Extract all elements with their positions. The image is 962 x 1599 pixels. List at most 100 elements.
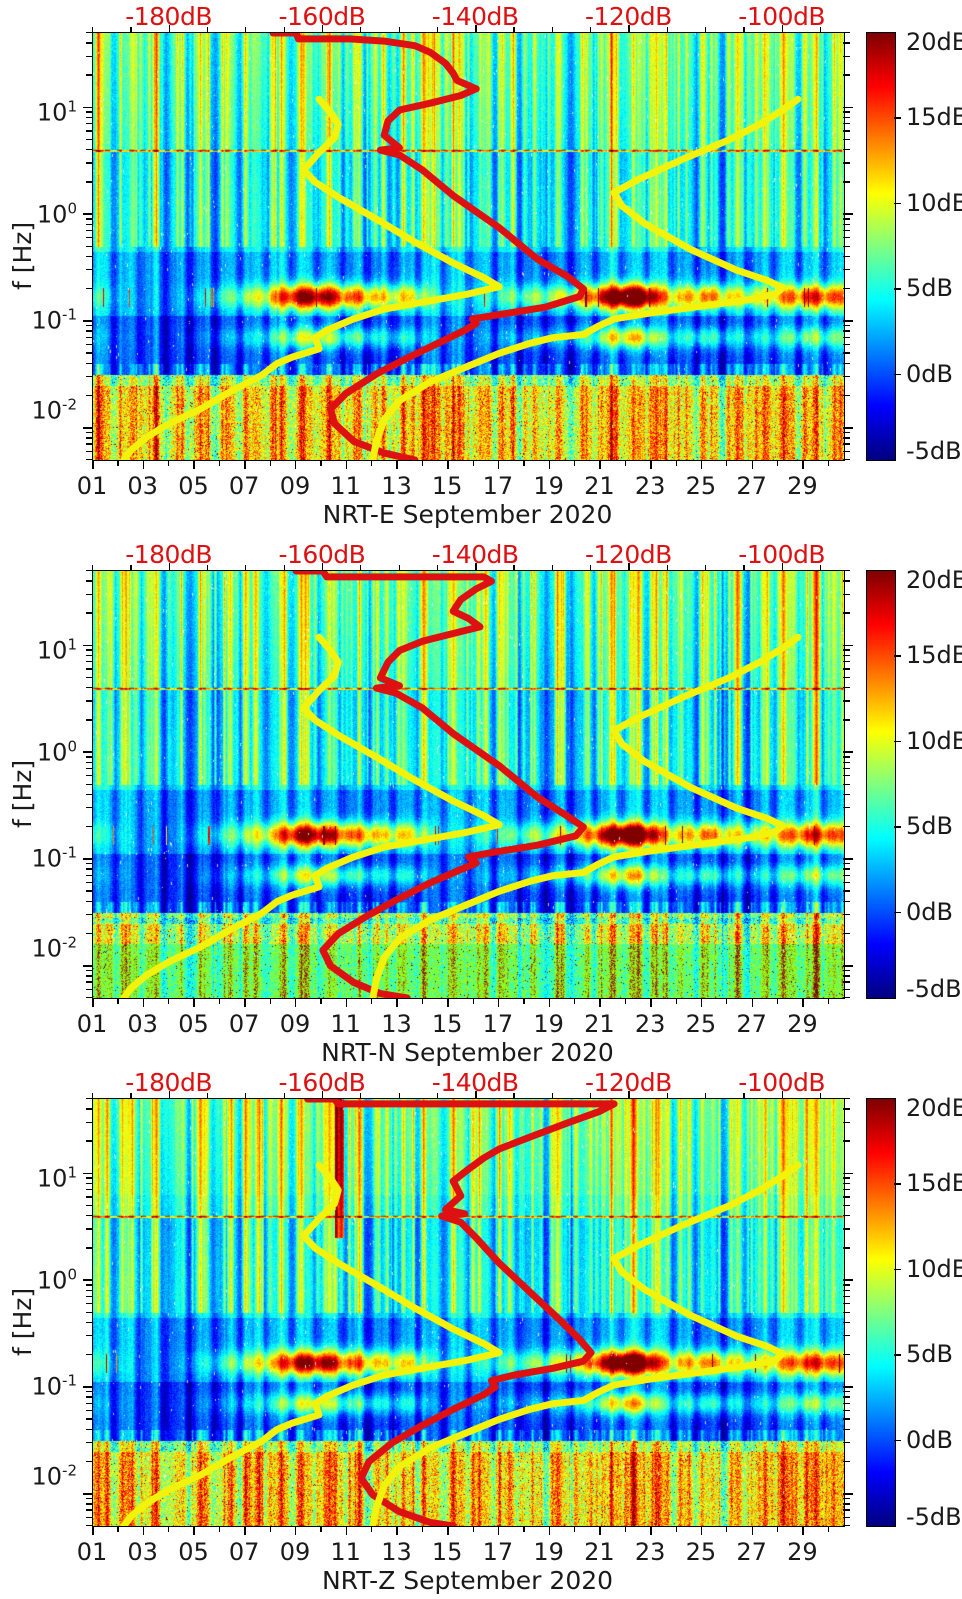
y-axis-minor-tick-right [843,1295,850,1298]
y-axis-minor-tick [86,825,93,828]
y-axis-minor-tick-right [843,1228,850,1230]
y-axis-tick [83,644,93,647]
curve-high-noise-model [269,33,587,460]
y-axis-minor-tick [86,336,93,338]
y-axis-minor-tick [86,1228,93,1230]
x-tick-label: 11 [330,1538,361,1566]
colorbar-tick-label: 10dB [906,1254,962,1283]
y-axis-minor-tick [86,181,93,183]
y-axis-minor-tick-right [843,570,850,572]
curve-low-noise-model [120,1161,503,1526]
panel-nrt-n: -180dB -160dB -140dB -120dB -100dB f [Hz… [0,538,962,1067]
y-axis-minor-tick [86,116,93,119]
x-axis-tick [497,460,500,469]
y-axis-minor-tick-right [843,1177,850,1179]
x-tick-label: 21 [584,1010,615,1038]
x-axis-tick [650,1526,652,1535]
y-axis-minor-tick [86,1516,93,1518]
x-axis-tick [345,998,348,1007]
y-axis-minor-tick [86,862,93,865]
colorbar-tick-label: 0dB [906,1425,953,1454]
y-axis-minor-tick [86,719,93,721]
y-axis-minor-tick-right [843,783,850,785]
x-tick-label: 11 [330,1010,361,1038]
top-axis-minor-tick [360,27,362,33]
y-axis-tick [83,426,93,429]
y-axis-minor-tick [86,245,93,247]
top-axis-minor-tick [130,1093,132,1099]
noise-model-curves [120,1099,802,1526]
y-axis-minor-tick [86,1204,93,1207]
y-axis-minor-tick [86,975,93,977]
top-axis-tick [628,1091,630,1099]
top-axis-minor-tick [245,1093,247,1099]
y-axis-minor-tick [86,900,93,902]
top-axis-minor-tick [666,1093,668,1099]
y-axis-minor-tick [86,42,93,44]
y-axis-minor-tick [86,130,93,132]
y-axis-minor-tick-right [843,1335,850,1337]
y-axis-minor-tick-right [843,981,850,983]
top-axis-minor-tick [820,27,822,33]
y-axis-minor-tick-right [843,123,850,125]
x-axis-tick [447,998,449,1007]
y-axis-minor-tick [86,890,93,892]
y-axis-minor-tick-right [843,661,850,663]
y-axis-minor-tick-right [843,443,850,445]
y-axis-minor-tick-right [843,1196,850,1198]
y-axis-minor-tick [86,223,93,225]
colorbar-tick [894,826,901,828]
y-axis-minor-tick-right [843,1428,850,1430]
x-tick-label: 05 [178,1538,209,1566]
y-axis-minor-tick-right [843,1321,850,1324]
y-axis-minor-tick [86,1121,93,1123]
y-axis-minor-tick-right [843,343,850,346]
y-axis-minor-tick-right [843,1303,850,1305]
x-axis-minor-tick [624,998,626,1004]
curve-high-noise-model-secondary [369,633,802,998]
panel-nrt-z: -180dB -160dB -140dB -120dB -100dB f [Hz… [0,1066,962,1599]
x-axis-minor-tick [371,998,373,1004]
y-axis-minor-tick [86,661,93,663]
top-axis-minor-tick [590,565,592,571]
y-axis-minor-tick-right [843,74,850,76]
y-axis-minor-tick [86,1418,93,1420]
x-axis-minor-tick [320,1526,322,1532]
x-axis-tick [802,998,804,1007]
y-axis-tick-right [843,751,853,754]
y-axis-minor-tick-right [843,761,850,763]
x-axis-minor-tick [827,460,829,466]
colorbar-tick-label: 15dB [906,1169,962,1198]
colorbar-tick-label: -5dB [906,437,962,465]
y-axis-minor-tick-right [843,162,850,164]
y-axis-minor-tick [86,969,93,972]
y-axis-minor-tick-right [843,1140,850,1142]
y-axis-minor-tick-right [843,668,850,670]
x-axis-minor-tick [675,460,677,466]
top-axis-minor-tick [283,1093,285,1099]
y-axis-minor-tick [86,32,93,34]
y-axis-minor-tick [86,1321,93,1324]
y-axis-minor-tick-right [843,868,850,870]
x-axis-tick [447,460,449,469]
y-tick-label: 10-2 [31,1461,77,1491]
top-axis-minor-tick [666,27,668,33]
colorbar-ticklabels-nrt-e: 20dB 15dB 10dB 5dB 0dB -5dB [900,28,962,465]
x-axis-tick [396,1526,398,1535]
x-axis-tick [700,1526,703,1535]
y-axis-minor-tick [86,775,93,777]
y-axis-minor-tick-right [843,324,850,327]
y-axis-minor-tick-right [843,42,850,44]
top-axis-minor-tick [360,565,362,571]
top-axis-minor-tick [206,1093,209,1099]
y-axis-minor-tick [86,1311,93,1313]
x-tick-label: 05 [178,1010,209,1038]
top-axis-minor-tick [743,565,745,571]
x-axis-title-nrt-n: NRT-N September 2020 [321,1038,614,1067]
x-axis-minor-tick [472,1526,474,1532]
y-axis-minor-tick-right [843,55,850,57]
top-axis-tick [321,1091,324,1099]
x-axis-minor-tick [269,1526,271,1532]
y-axis-minor-tick [86,1215,93,1217]
x-axis-tick [802,1526,804,1535]
